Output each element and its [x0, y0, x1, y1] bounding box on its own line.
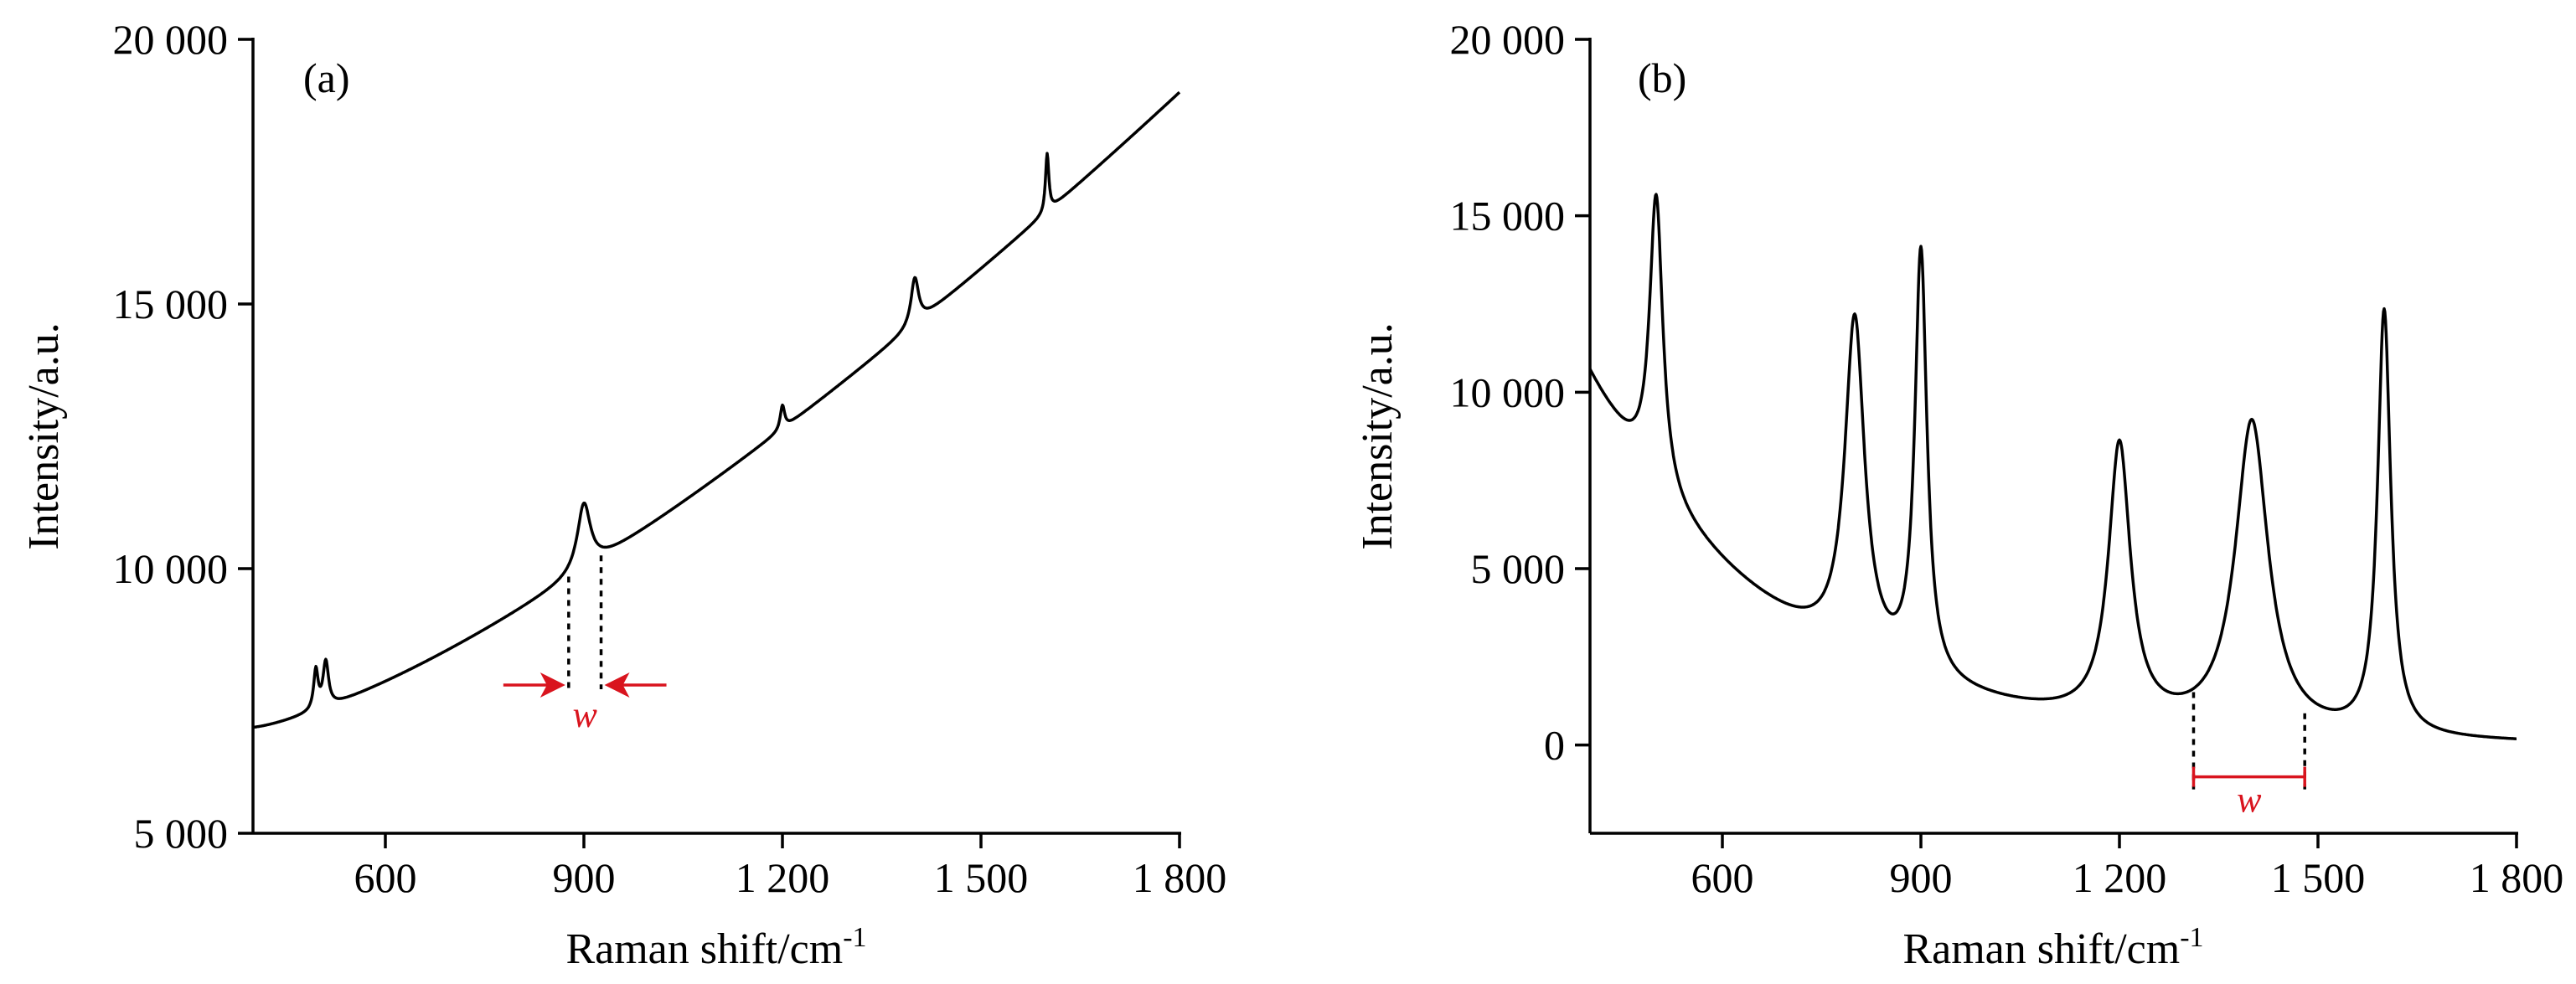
y-tick-label: 5 000	[1471, 545, 1566, 592]
y-tick-label: 20 000	[1450, 16, 1566, 63]
x-axis-label-superscript: -1	[843, 922, 866, 953]
spectrum-line-series-0	[252, 90, 1181, 729]
y-tick-label: 10 000	[113, 545, 229, 592]
y-tick-label: 15 000	[1450, 193, 1566, 240]
x-tick-label: 600	[354, 854, 417, 901]
width-arrow-left-head	[539, 672, 565, 698]
panel-label: (a)	[303, 54, 350, 101]
width-label: w	[2237, 780, 2262, 821]
x-axis-label: Raman shift/cm-1	[1902, 922, 2203, 973]
y-tick-label: 15 000	[113, 281, 229, 327]
x-axis-label-text: Raman shift/cm	[1902, 925, 2180, 973]
x-tick-label: 1 500	[2271, 854, 2366, 901]
y-tick-label: 0	[1544, 722, 1565, 769]
x-tick-label: 1 200	[736, 854, 830, 901]
x-tick-label: 1 800	[1133, 854, 1227, 901]
width-arrow-right-head	[604, 672, 630, 698]
y-axis-label: Intensity/a.u.	[1354, 322, 1402, 550]
x-tick-label: 1 200	[2073, 854, 2167, 901]
y-tick-label: 20 000	[113, 16, 229, 63]
x-axis-label-superscript: -1	[2180, 922, 2203, 953]
x-tick-label: 900	[553, 854, 616, 901]
width-label: w	[573, 694, 598, 735]
x-axis-label: Raman shift/cm-1	[565, 922, 866, 973]
panel-b-chart: 600 900 1 200 1 500 1 800 0 5 000 10 000 15 000 2…	[1354, 16, 2563, 973]
panel-a-chart: 600 900 1 200 1 500 1 800 5 000 10 000 15 000 20…	[20, 16, 1226, 973]
x-tick-label: 900	[1890, 854, 1953, 901]
y-axis-label: Intensity/a.u.	[20, 322, 68, 550]
x-axis-label-text: Raman shift/cm	[565, 925, 843, 973]
x-tick-label: 600	[1691, 854, 1754, 901]
y-tick-label: 10 000	[1450, 368, 1566, 415]
y-tick-label: 5 000	[134, 810, 229, 857]
spectrum-line-series-0	[1588, 193, 2517, 740]
x-tick-label: 1 800	[2470, 854, 2564, 901]
panel-label: (b)	[1638, 54, 1686, 101]
x-tick-label: 1 500	[934, 854, 1029, 901]
